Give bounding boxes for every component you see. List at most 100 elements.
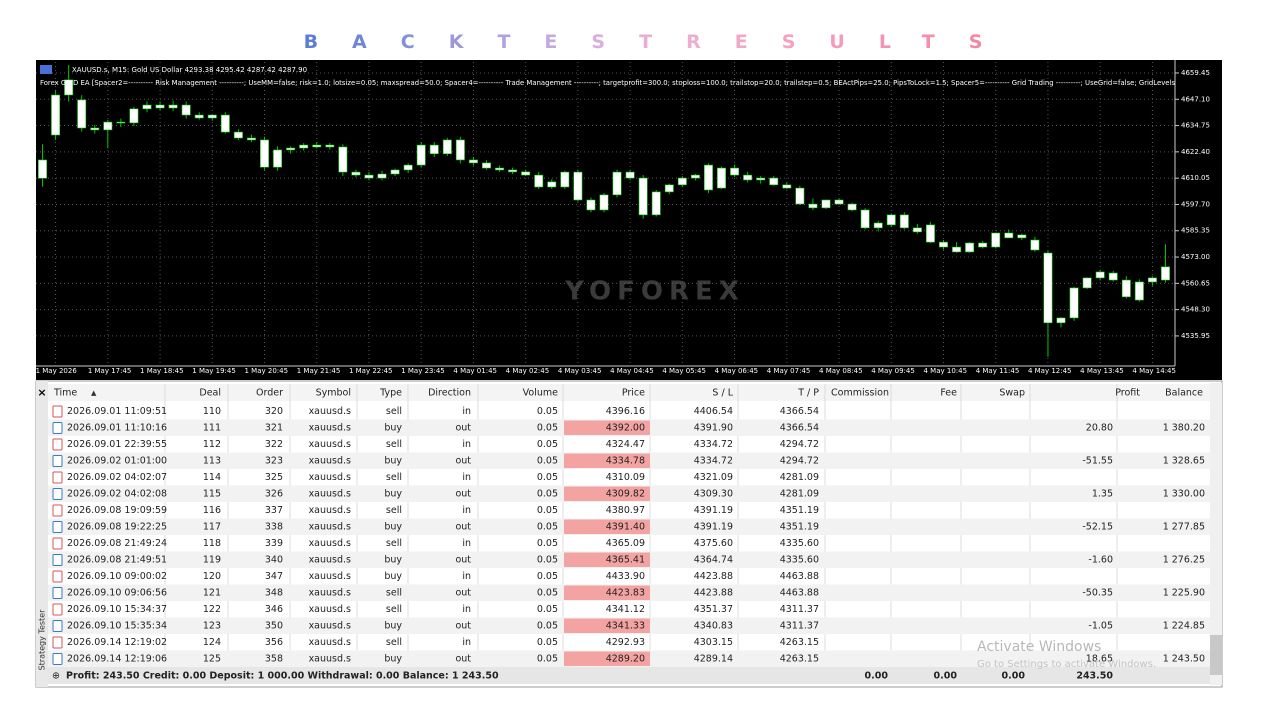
scroll-thumb[interactable]: [1210, 635, 1222, 675]
deal-icon: [52, 554, 63, 566]
table-cell: 0.05: [537, 604, 558, 615]
y-tick-label: 4647.10: [1181, 95, 1210, 103]
table-cell: xauusd.s: [309, 604, 351, 615]
table-cell: xauusd.s: [309, 488, 351, 499]
table-cell: xauusd.s: [309, 406, 351, 417]
side-tab[interactable]: Strategy Tester: [38, 609, 47, 670]
candle-body: [638, 177, 648, 216]
candle-body: [129, 108, 139, 124]
candle-body: [1043, 252, 1053, 324]
table-cell: in: [462, 637, 471, 648]
table-cell: 1 380.20: [1163, 422, 1205, 433]
price-highlight: [564, 453, 650, 468]
scrollbar[interactable]: [1210, 383, 1222, 685]
table-cell: xauusd.s: [309, 505, 351, 516]
x-tick-label: 1 May 2026: [36, 367, 78, 375]
column-header: Order: [256, 388, 283, 399]
table-cell: 4310.09: [606, 472, 645, 483]
y-tick-label: 4634.75: [1181, 122, 1210, 130]
column-header: Direction: [428, 388, 471, 399]
candle-body: [886, 214, 896, 226]
candle-body: [952, 246, 962, 253]
table-cell: 350: [265, 620, 283, 631]
candle-body: [703, 164, 713, 191]
table-cell: 0.05: [537, 521, 558, 532]
candle-body: [991, 232, 1001, 248]
table-cell: 4351.37: [694, 604, 733, 615]
table-cell: 4366.54: [780, 422, 819, 433]
candle-body: [1121, 279, 1131, 298]
table-cell: xauusd.s: [309, 521, 351, 532]
table-cell: sell: [386, 538, 402, 549]
candle-body: [495, 167, 505, 171]
table-cell: 4351.19: [780, 521, 819, 532]
candle-body: [664, 184, 674, 193]
table-cell: in: [462, 505, 471, 516]
table-cell: 4311.37: [780, 604, 819, 615]
table-cell: 123: [203, 620, 221, 631]
ea-params: Forex GRID EA [Spacer2=---------- Risk M…: [40, 79, 1175, 87]
sort-arrow: ▲: [91, 389, 97, 397]
y-tick-label: 4585.35: [1181, 227, 1210, 235]
table-cell: xauusd.s: [309, 620, 351, 631]
candle-body: [155, 104, 165, 109]
y-tick-label: 4535.95: [1181, 332, 1210, 340]
column-header: Swap: [999, 388, 1025, 399]
table-cell: xauusd.s: [309, 422, 351, 433]
table-cell: 0.05: [537, 653, 558, 664]
table-cell: in: [462, 538, 471, 549]
price-highlight: [564, 651, 650, 666]
table-cell: out: [455, 521, 471, 532]
candle-body: [860, 209, 870, 229]
table-cell: 125: [203, 653, 221, 664]
table-cell: buy: [384, 620, 402, 631]
candle-body: [743, 174, 753, 181]
table-cell: 2026.09.14 12:19:02: [67, 637, 167, 648]
candle-body: [899, 214, 909, 229]
table-cell: buy: [384, 653, 402, 664]
table-cell: xauusd.s: [309, 587, 351, 598]
candle-body: [651, 191, 661, 216]
candle-body: [286, 147, 296, 151]
table-cell: 4433.90: [606, 571, 645, 582]
table-cell: out: [455, 620, 471, 631]
table-cell: 356: [265, 637, 283, 648]
table-cell: 0.05: [537, 488, 558, 499]
price-highlight: [564, 585, 650, 600]
close-button[interactable]: ×: [37, 386, 46, 399]
table-cell: sell: [386, 587, 402, 598]
candle-body: [782, 184, 792, 189]
table-cell: 2026.09.01 11:10:16: [67, 422, 167, 433]
table-cell: buy: [384, 455, 402, 466]
table-cell: 110: [203, 406, 221, 417]
table-cell: 4335.60: [780, 554, 819, 565]
candle-body: [1160, 266, 1170, 281]
table-cell: 326: [265, 488, 283, 499]
candle-body: [521, 171, 531, 176]
column-header: Balance: [1165, 388, 1203, 399]
candle-body: [808, 203, 818, 209]
table-cell: out: [455, 554, 471, 565]
table-cell: 2026.09.08 19:09:59: [67, 505, 167, 516]
table-cell: 322: [265, 439, 283, 450]
table-cell: 1.35: [1092, 488, 1113, 499]
table-cell: xauusd.s: [309, 637, 351, 648]
table-cell: 0.05: [537, 406, 558, 417]
candle-body: [1082, 277, 1092, 289]
deal-icon: [52, 521, 63, 533]
candle-body: [273, 149, 283, 168]
column-header: Deal: [199, 388, 221, 399]
y-tick-label: 4560.65: [1181, 279, 1210, 287]
table-cell: 4334.72: [694, 455, 733, 466]
table-cell: 4292.93: [606, 637, 645, 648]
table-cell: 1 330.00: [1163, 488, 1205, 499]
candle-body: [1069, 287, 1079, 319]
candle-body: [299, 144, 309, 149]
candle-body: [730, 167, 740, 176]
candle-body: [978, 242, 988, 248]
deal-icon: [52, 653, 63, 665]
x-tick-label: 4 May 10:45: [923, 367, 967, 375]
table-cell: 4366.54: [780, 406, 819, 417]
table-cell: xauusd.s: [309, 439, 351, 450]
table-cell: in: [462, 604, 471, 615]
